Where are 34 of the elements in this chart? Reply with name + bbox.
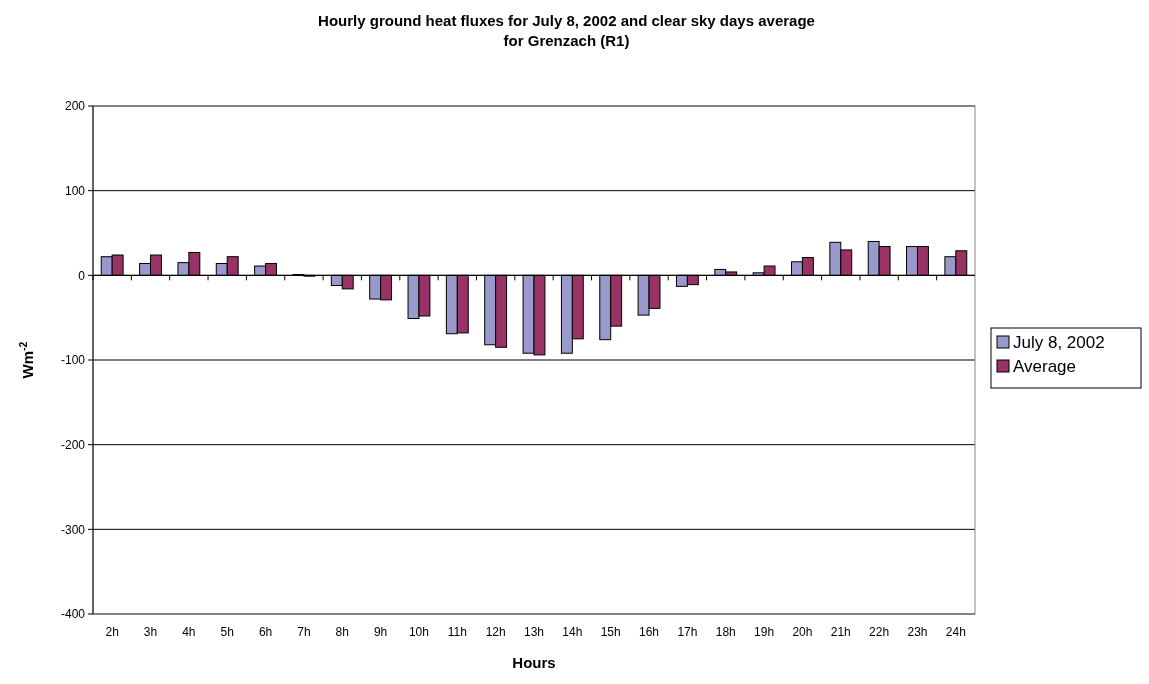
x-tick-label: 16h: [639, 625, 660, 639]
x-tick-label: 2h: [105, 625, 119, 639]
x-tick-label: 11h: [447, 625, 467, 639]
legend-label: Average: [1013, 356, 1077, 376]
x-tick-label: 18h: [715, 625, 736, 639]
x-tick-label: 3h: [143, 625, 158, 639]
x-tick-label: 6h: [258, 625, 273, 639]
y-tick-label: 200: [64, 99, 86, 114]
y-tick-label: -400: [60, 607, 86, 622]
x-tick-label: 10h: [408, 625, 429, 639]
x-tick-label: 24h: [945, 625, 966, 639]
x-tick-label: 19h: [754, 625, 775, 639]
y-tick-label: -300: [60, 522, 86, 537]
legend-label: July 8, 2002: [1013, 332, 1105, 352]
chart-title: Hourly ground heat fluxes for July 8, 2002 and clear sky days average for Grenzach (R1): [318, 12, 815, 49]
x-tick-label: 14h: [562, 625, 583, 639]
y-tick-label: -100: [60, 353, 86, 368]
x-tick-label: 17h: [677, 625, 698, 639]
x-tick-label: 4h: [182, 625, 196, 639]
y-tick-label: 0: [78, 268, 86, 283]
x-tick-label: 23h: [907, 625, 928, 639]
x-axis-title: Hours: [512, 654, 556, 671]
x-tick-label: 15h: [600, 625, 621, 639]
x-tick-label: 20h: [792, 625, 813, 639]
x-tick-label: 12h: [485, 625, 506, 639]
x-tick-label: 22h: [869, 625, 890, 639]
y-tick-label: 100: [64, 183, 86, 198]
x-tick-label: 21h: [830, 625, 851, 639]
x-tick-label: 9h: [373, 625, 388, 639]
y-tick-label: -200: [60, 437, 86, 452]
x-tick-label: 8h: [335, 625, 349, 639]
x-tick-label: 5h: [220, 625, 234, 639]
x-tick-label: 7h: [297, 625, 311, 639]
x-tick-label: 13h: [523, 625, 545, 639]
